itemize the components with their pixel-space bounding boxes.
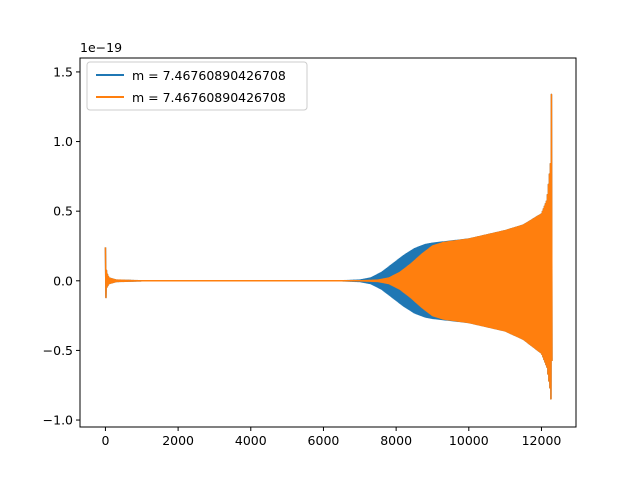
- y-tick-label: 0.5: [53, 204, 73, 219]
- y-tick-label: −1.0: [43, 413, 73, 428]
- x-tick-label: 8000: [380, 433, 412, 448]
- y-tick-label: 0.0: [53, 273, 73, 288]
- legend-label-series-2: m = 7.46760890426708: [132, 90, 286, 105]
- y-axis: −1.0 −0.5 0.0 0.5 1.0 1.5: [43, 64, 80, 428]
- y-tick-label: 1.5: [53, 64, 73, 79]
- series-line-2: [104, 93, 553, 400]
- x-axis: 0 2000 4000 6000 8000 10000 12000: [101, 427, 561, 448]
- legend: m = 7.46760890426708 m = 7.4676089042670…: [86, 61, 308, 111]
- series-layer: [104, 93, 553, 400]
- x-tick-label: 6000: [308, 433, 340, 448]
- y-tick-label: −0.5: [43, 343, 73, 358]
- x-tick-label: 2000: [162, 433, 194, 448]
- y-offset-label: 1e−19: [80, 40, 122, 55]
- legend-box: [86, 61, 308, 111]
- legend-label-series-1: m = 7.46760890426708: [132, 68, 286, 83]
- y-tick-label: 1.0: [53, 134, 73, 149]
- x-tick-label: 10000: [449, 433, 489, 448]
- plot-frame: [79, 57, 577, 428]
- x-tick-label: 4000: [235, 433, 267, 448]
- x-tick-label: 12000: [522, 433, 562, 448]
- x-tick-label: 0: [101, 433, 109, 448]
